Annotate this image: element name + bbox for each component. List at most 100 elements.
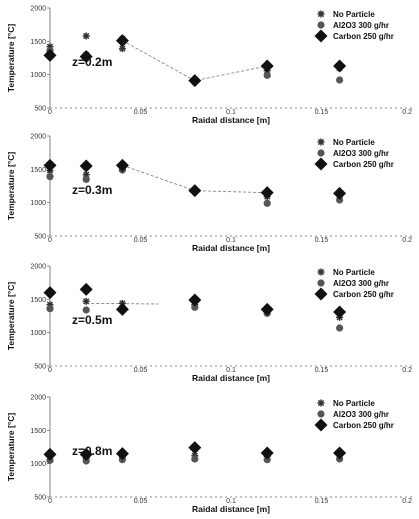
data-point-diamond [188,74,202,88]
data-point-diamond [79,50,93,64]
data-point-circle [46,305,54,313]
legend: No Particle Al2O3 300 g/hr Carbon 250 g/hr [314,268,394,301]
y-tick-label: 1000 [30,330,46,337]
x-tick-label: 0.05 [134,498,148,505]
legend-label: No Particle [333,10,375,19]
chart-panel-1: 500 1000 1500 2000 0 0.05 0.1 0.15 0.2 Raidal dis… [6,6,412,126]
data-point-diamond [43,286,57,300]
data-point-circle [336,196,344,204]
legend-label: Carbon 250 g/hr [333,290,394,299]
data-point-diamond [333,186,347,200]
x-tick-label: 0 [48,109,52,116]
x-tick-label: 0.15 [315,109,329,116]
x-tick-label: 0.1 [226,237,236,244]
data-point-asterisk [82,297,90,305]
data-point-circle [82,457,90,465]
y-tick-label: 1000 [30,72,46,79]
x-axis-label: Raidal distance [m] [192,504,270,514]
legend-marker-circle [317,21,325,29]
y-tick-label: 1000 [30,200,46,207]
x-tick-label: 0.1 [226,367,236,374]
x-axis-label: Raidal distance [m] [192,373,270,383]
data-point-circle [46,173,54,181]
chart-panel-3: 500 1000 1500 2000 0 0.05 0.1 0.15 0.2 Raidal dis… [6,264,412,384]
x-tick-label: 0.1 [226,109,236,116]
y-tick-label: 1000 [30,461,46,468]
x-tick-label: 0 [48,498,52,505]
y-tick-label: 2000 [30,264,46,271]
y-tick-label: 2000 [30,6,46,13]
legend-marker-circle [317,149,325,157]
x-tick-label: 0.15 [315,498,329,505]
x-tick-label: 0.1 [226,498,236,505]
legend-marker-asterisk [317,10,325,18]
legend-label: Al2O3 300 g/hr [333,410,389,419]
y-axis-label: Temperature [°C] [6,413,16,482]
legend-marker-asterisk [317,138,325,146]
x-axis-label: Raidal distance [m] [192,115,270,125]
legend-marker-diamond [314,157,328,171]
data-point-circle [263,71,271,79]
data-point-circle [336,76,344,84]
y-tick-label: 1500 [30,297,46,304]
x-tick-label: 0.05 [134,109,148,116]
data-point-diamond [115,447,129,461]
x-tick-label: 0.2 [402,367,412,374]
legend-marker-circle [317,410,325,418]
data-point-diamond [333,446,347,460]
legend-label: Al2O3 300 g/hr [333,149,389,158]
data-point-diamond [43,447,57,461]
y-axis-label: Temperature [°C] [6,24,16,93]
data-point-diamond [333,305,347,319]
data-point-diamond [115,158,129,172]
data-point-circle [336,324,344,332]
data-point-circle [191,303,199,311]
legend-marker-diamond [314,29,328,43]
legend-label: No Particle [333,138,375,147]
data-point-asterisk [82,32,90,40]
data-point-circle [191,455,199,463]
legend-label: Carbon 250 g/hr [333,421,394,430]
data-point-diamond [260,446,274,460]
legend-label: Carbon 250 g/hr [333,32,394,41]
legend-label: Al2O3 300 g/hr [333,21,389,30]
legend-marker-asterisk [317,399,325,407]
chart-panel-2: 500 1000 1500 2000 0 0.05 0.1 0.15 0.2 Raidal dis… [6,134,412,254]
legend-marker-diamond [314,287,328,301]
y-tick-label: 500 [34,364,46,371]
data-point-diamond [43,48,57,62]
x-tick-label: 0.05 [134,237,148,244]
data-point-circle [263,199,271,207]
panel-label: z=0.5m [72,313,112,327]
data-point-diamond [79,282,93,296]
chart-panel-4: 500 1000 1500 2000 0 0.05 0.1 0.15 0.2 Raidal dis… [6,395,412,515]
y-tick-label: 1500 [30,39,46,46]
legend: No Particle Al2O3 300 g/hr Carbon 250 g/hr [314,10,394,43]
data-point-diamond [260,186,274,200]
data-point-circle [82,175,90,183]
x-tick-label: 0 [48,237,52,244]
panel-label: z=0.8m [72,444,112,458]
legend-marker-circle [317,279,325,287]
data-point-diamond [115,302,129,316]
x-tick-label: 0.15 [315,237,329,244]
legend-label: Carbon 250 g/hr [333,160,394,169]
y-tick-label: 1500 [30,167,46,174]
y-tick-label: 500 [34,234,46,241]
y-tick-label: 2000 [30,134,46,141]
x-tick-label: 0.05 [134,367,148,374]
x-tick-label: 0 [48,367,52,374]
x-tick-label: 0.2 [402,237,412,244]
y-axis-label: Temperature [°C] [6,282,16,351]
data-point-diamond [188,293,202,307]
legend: No Particle Al2O3 300 g/hr Carbon 250 g/hr [314,138,394,171]
data-point-diamond [333,59,347,73]
legend-marker-diamond [314,418,328,432]
x-tick-label: 0.2 [402,109,412,116]
legend-label: No Particle [333,268,375,277]
y-tick-label: 2000 [30,395,46,402]
data-point-diamond [188,184,202,198]
y-tick-label: 500 [34,495,46,502]
x-tick-label: 0.2 [402,498,412,505]
data-point-diamond [79,447,93,461]
